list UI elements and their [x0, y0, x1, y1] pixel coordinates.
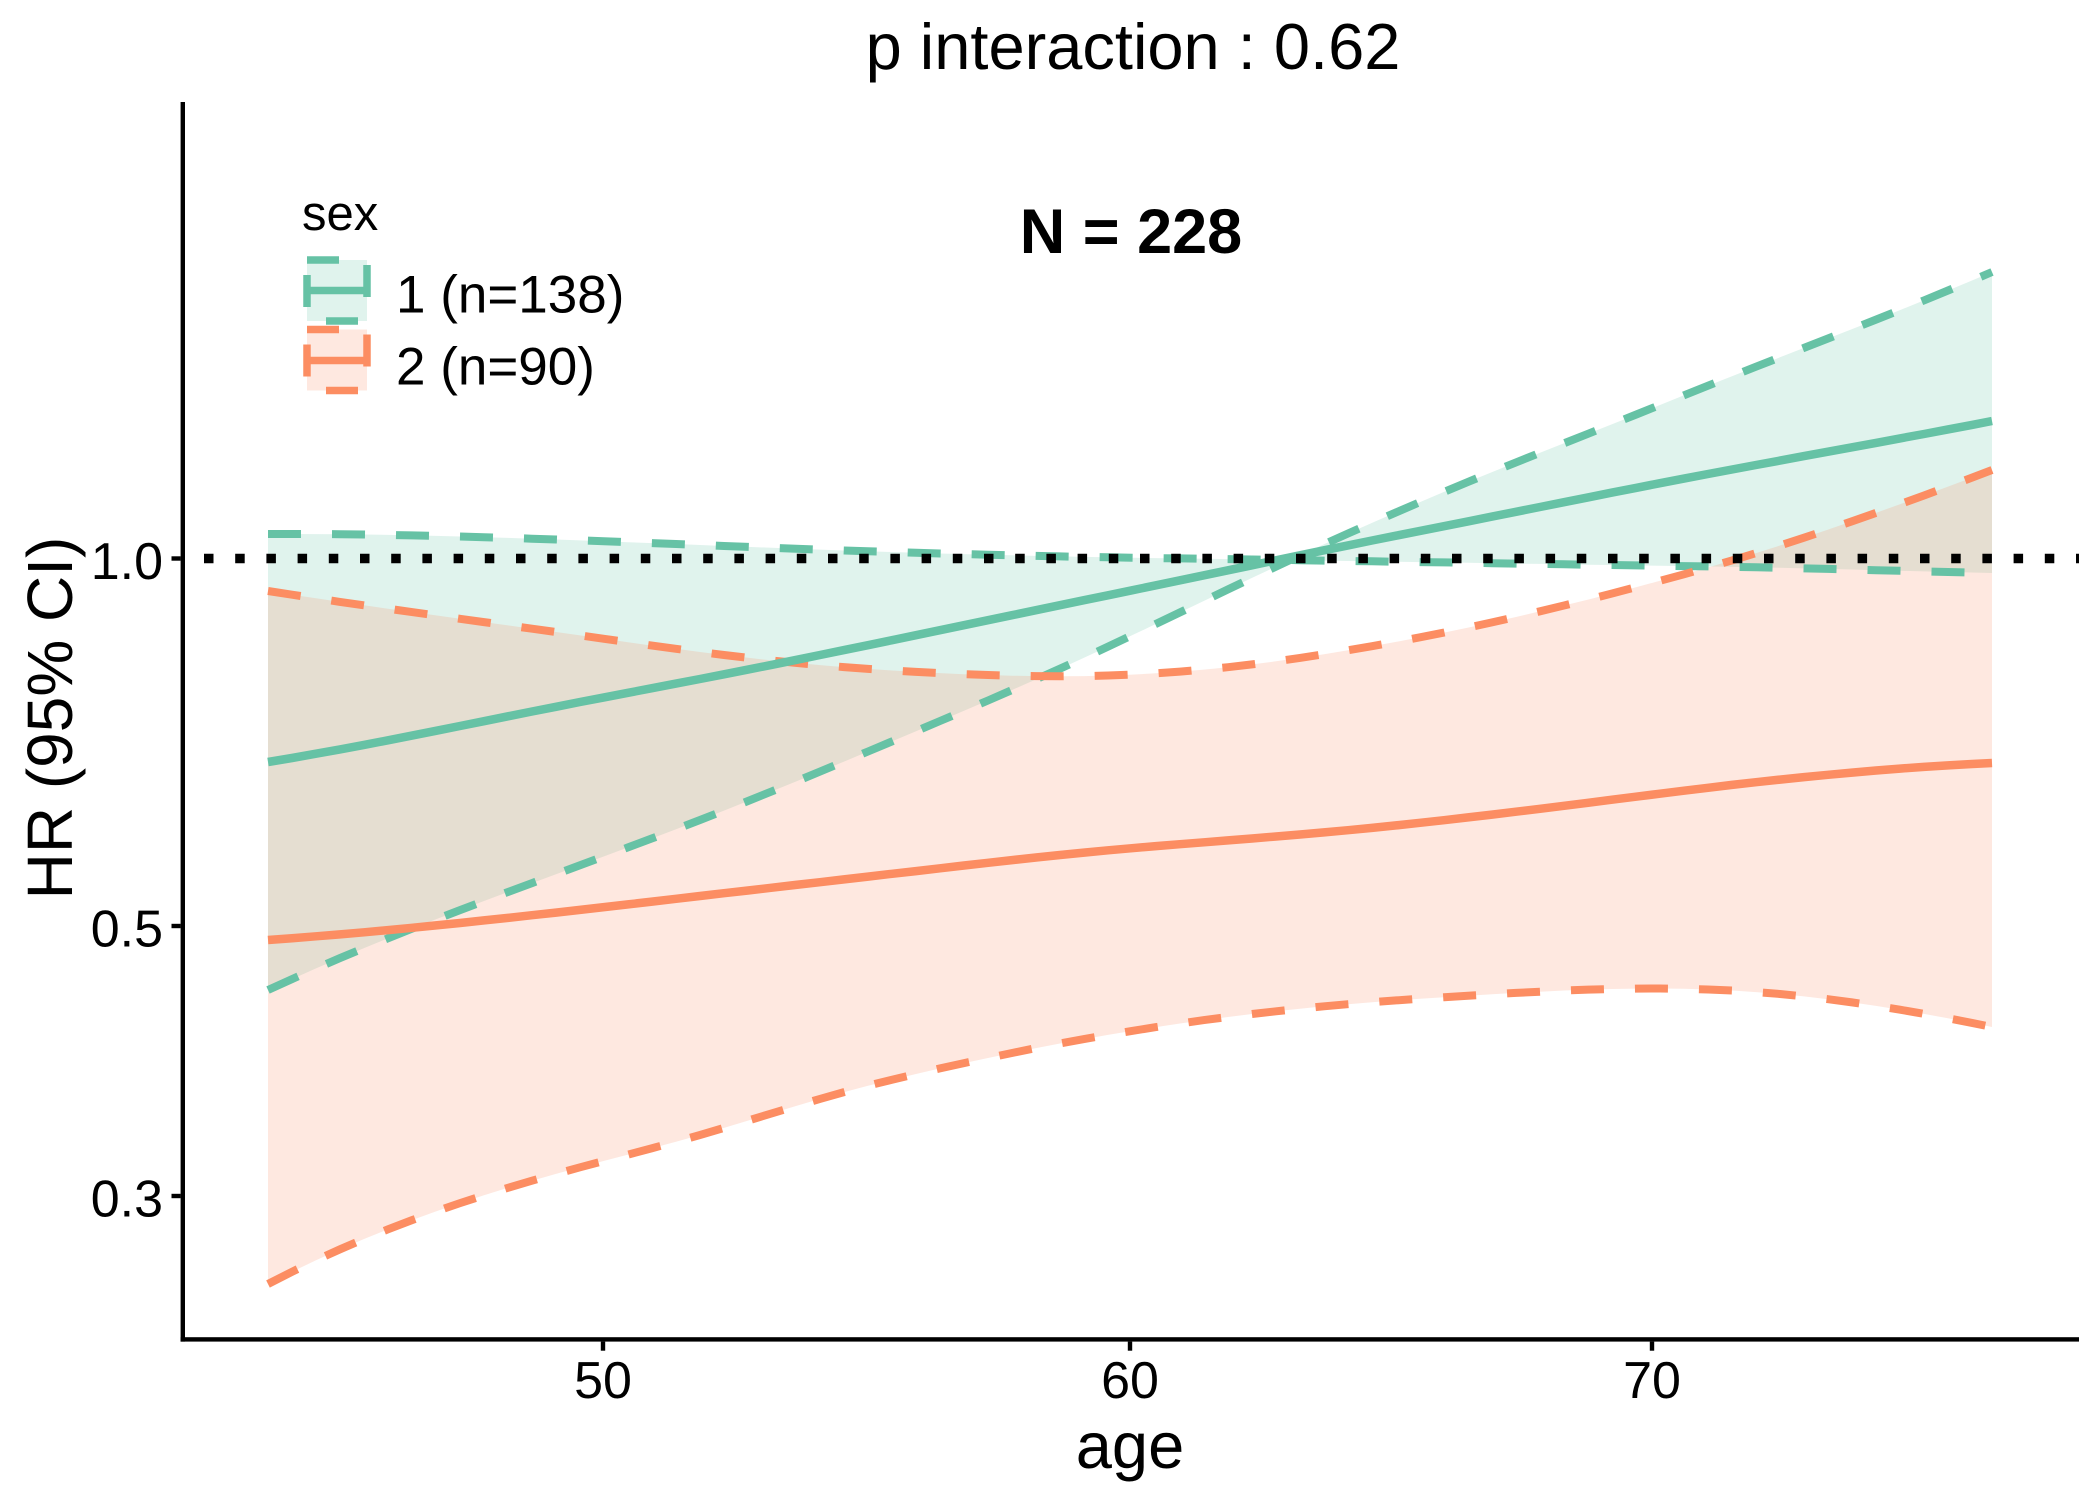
- svg-text:age: age: [1076, 1409, 1184, 1482]
- svg-text:1 (n=138): 1 (n=138): [396, 266, 624, 325]
- svg-text:HR (95% CI): HR (95% CI): [14, 537, 86, 900]
- svg-text:p interaction : 0.62: p interaction : 0.62: [866, 10, 1401, 83]
- svg-text:0.3: 0.3: [91, 1171, 163, 1229]
- svg-text:1.0: 1.0: [91, 533, 163, 591]
- svg-text:sex: sex: [302, 187, 378, 241]
- svg-text:60: 60: [1101, 1352, 1159, 1410]
- svg-text:0.5: 0.5: [91, 901, 163, 959]
- svg-text:2 (n=90): 2 (n=90): [396, 338, 595, 397]
- svg-text:70: 70: [1623, 1352, 1681, 1410]
- svg-text:50: 50: [574, 1352, 632, 1410]
- svg-text:N = 228: N = 228: [1020, 197, 1242, 267]
